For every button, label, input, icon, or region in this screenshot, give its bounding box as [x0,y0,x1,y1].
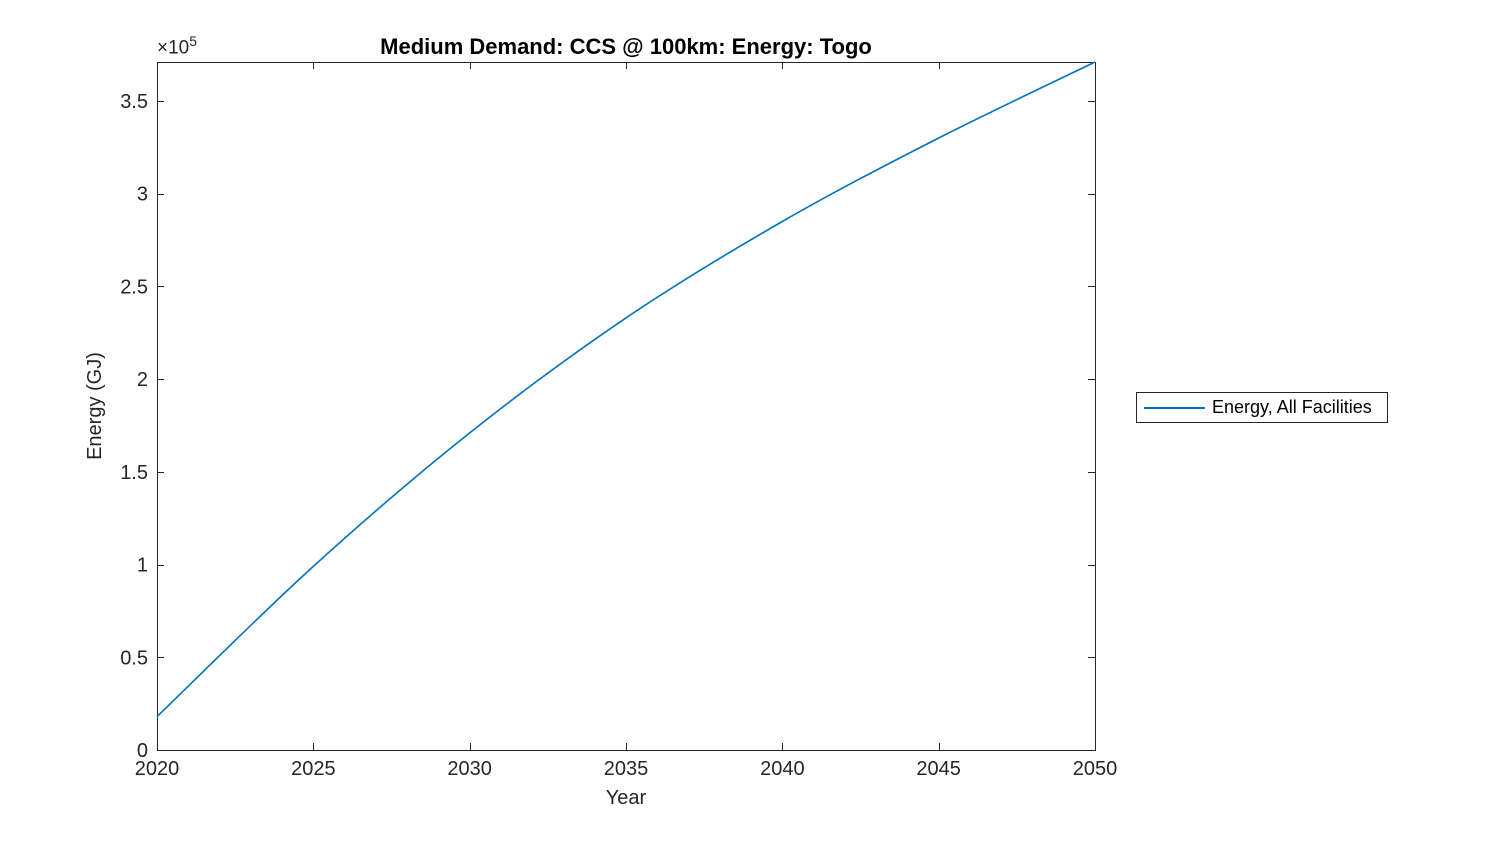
legend-line-sample [1144,406,1205,409]
x-tick-label: 2045 [916,758,961,780]
chart-title: Medium Demand: CCS @ 100km: Energy: Togo [380,34,872,59]
x-tick-label: 2020 [135,758,180,780]
y-tick-label: 2 [137,369,148,391]
y-tick-label: 0.5 [120,647,148,669]
y-tick-label: 1.5 [120,462,148,484]
y-tick-label: 3.5 [120,91,148,113]
series-line [156,61,1096,718]
x-tick-label: 2030 [447,758,492,780]
x-tick-label: 2040 [760,758,805,780]
x-axis-label: Year [605,787,647,809]
multiplier-base: ×10 [157,37,190,59]
legend-label: Energy, All Facilities [1212,397,1372,417]
y-axis-multiplier: ×105 [157,34,197,57]
legend: Energy, All Facilities [1136,392,1388,423]
x-tick-label: 2050 [1073,758,1118,780]
y-tick-label: 1 [137,555,148,577]
y-tick-label: 0 [137,740,148,762]
y-tick-label: 2.5 [120,276,148,298]
multiplier-exponent: 5 [189,33,198,49]
y-tick-label: 3 [137,184,148,206]
x-tick-label: 2035 [604,758,649,780]
axes-box [157,62,1096,751]
x-tick-label: 2025 [291,758,336,780]
